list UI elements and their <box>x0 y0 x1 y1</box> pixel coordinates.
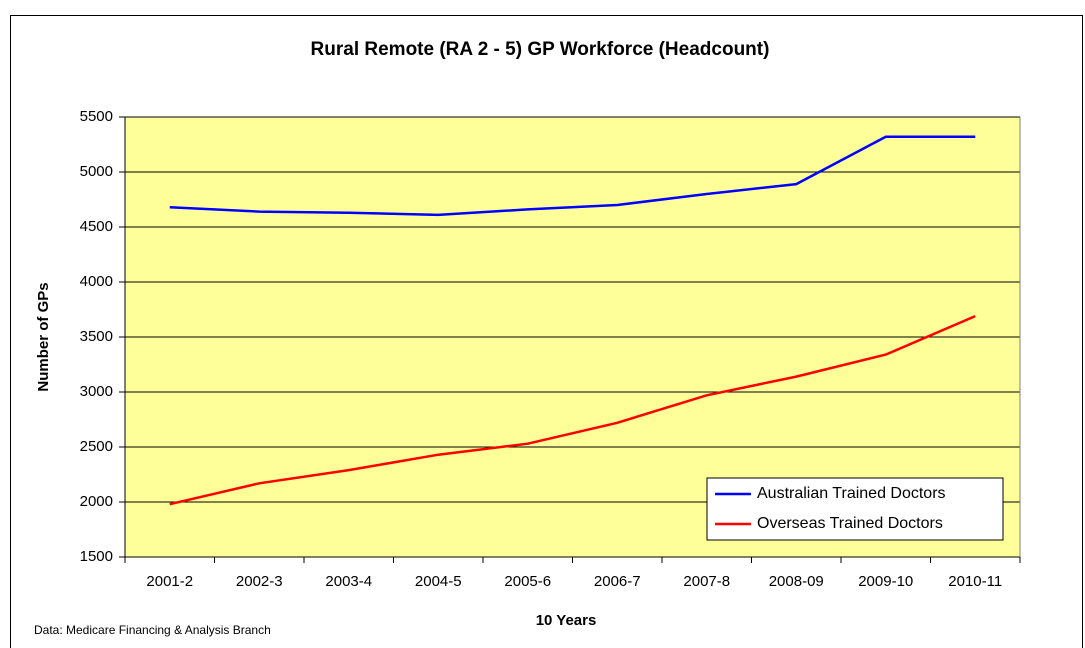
x-tick-label: 2004-5 <box>415 573 462 590</box>
y-tick-label: 2000 <box>80 493 113 510</box>
y-tick-label: 4000 <box>80 273 113 290</box>
y-tick-label: 5000 <box>80 163 113 180</box>
x-tick-label: 2009-10 <box>858 573 913 590</box>
x-axis-label: 10 Years <box>536 612 597 629</box>
source-note: Data: Medicare Financing & Analysis Bran… <box>34 623 271 637</box>
y-tick-label: 2500 <box>80 438 113 455</box>
x-tick-label: 2002-3 <box>236 573 283 590</box>
legend-label: Overseas Trained Doctors <box>757 515 943 532</box>
x-tick-label: 2006-7 <box>594 573 641 590</box>
chart-title: Rural Remote (RA 2 - 5) GP Workforce (He… <box>311 39 770 60</box>
x-tick-label: 2010-11 <box>948 573 1002 590</box>
x-tick-label: 2003-4 <box>325 573 372 590</box>
x-tick-label: 2005-6 <box>504 573 551 590</box>
x-tick-label: 2007-8 <box>683 573 730 590</box>
y-tick-label: 3500 <box>80 328 113 345</box>
y-axis-label: Number of GPs <box>35 282 52 391</box>
series-line <box>169 314 976 506</box>
x-tick-label: 2001-2 <box>146 573 193 590</box>
x-tick-label: 2008-09 <box>769 573 824 590</box>
y-tick-label: 1500 <box>80 548 113 565</box>
legend-box <box>706 477 1004 541</box>
y-tick-label: 5500 <box>80 108 113 125</box>
legend-label: Australian Trained Doctors <box>757 485 946 502</box>
series-line <box>169 135 976 217</box>
y-tick-label: 4500 <box>80 218 113 235</box>
y-tick-label: 3000 <box>80 383 113 400</box>
